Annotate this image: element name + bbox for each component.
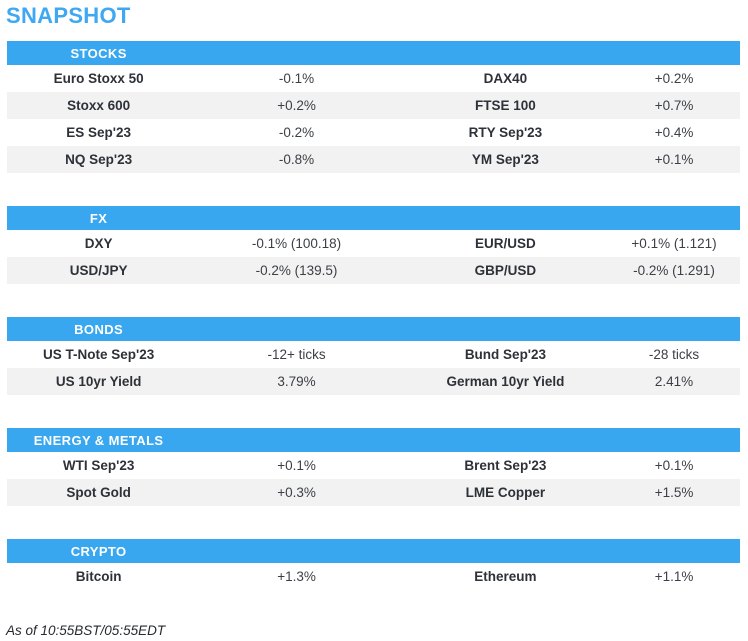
instrument-change: +0.2% [277, 98, 316, 113]
instrument-change: -0.2% (1.291) [633, 263, 715, 278]
section-header-bar: STOCKS [7, 41, 740, 65]
instrument-change: -0.2% [278, 125, 315, 140]
instrument-name: FTSE 100 [475, 98, 536, 113]
page-title: SNAPSHOT [6, 3, 131, 28]
table-row: Euro Stoxx 50 -0.1% DAX40 +0.2% [7, 65, 740, 92]
section-fx: FX DXY -0.1% (100.18) EUR/USD +0.1% (1.1… [7, 206, 740, 284]
instrument-name: RTY Sep'23 [468, 125, 543, 140]
section-bonds: BONDS US T-Note Sep'23 -12+ ticks Bund S… [7, 317, 740, 395]
instrument-name: NQ Sep'23 [65, 152, 133, 167]
section-header-label: ENERGY & METALS [33, 432, 164, 448]
section-crypto: CRYPTO Bitcoin +1.3% Ethereum +1.1% [7, 539, 740, 590]
instrument-name: LME Copper [465, 485, 546, 500]
instrument-change: -0.1% [278, 71, 315, 86]
instrument-change: +0.7% [654, 98, 694, 113]
table-row: Stoxx 600 +0.2% FTSE 100 +0.7% [7, 92, 740, 119]
instrument-change: +0.1% [654, 458, 694, 473]
instrument-name: USD/JPY [69, 263, 128, 278]
section-header-bar: FX [7, 206, 740, 230]
instrument-change: +0.4% [654, 125, 694, 140]
instrument-name: Stoxx 600 [67, 98, 131, 113]
instrument-name: Euro Stoxx 50 [53, 71, 144, 86]
instrument-name: DXY [84, 236, 113, 251]
instrument-name: Bund Sep'23 [464, 347, 547, 362]
instrument-name: US 10yr Yield [55, 374, 142, 389]
instrument-name: Ethereum [474, 569, 537, 584]
table-row: ES Sep'23 -0.2% RTY Sep'23 +0.4% [7, 119, 740, 146]
instrument-name: Brent Sep'23 [464, 458, 547, 473]
section-header-label: FX [89, 210, 108, 226]
instrument-name: EUR/USD [475, 236, 536, 251]
instrument-name: Spot Gold [66, 485, 131, 500]
section-stocks: STOCKS Euro Stoxx 50 -0.1% DAX40 +0.2% S… [7, 41, 740, 173]
instrument-change: 2.41% [654, 374, 694, 389]
section-header-bar: CRYPTO [7, 539, 740, 563]
instrument-name: DAX40 [483, 71, 528, 86]
instrument-change: +0.1% (1.121) [631, 236, 717, 251]
instrument-name: German 10yr Yield [446, 374, 565, 389]
table-row: NQ Sep'23 -0.8% YM Sep'23 +0.1% [7, 146, 740, 173]
table-row: USD/JPY -0.2% (139.5) GBP/USD -0.2% (1.2… [7, 257, 740, 284]
table-row: US 10yr Yield 3.79% German 10yr Yield 2.… [7, 368, 740, 395]
instrument-change: -0.2% (139.5) [255, 263, 338, 278]
section-header-bar: ENERGY & METALS [7, 428, 740, 452]
instrument-change: +0.1% [654, 152, 694, 167]
instrument-change: 3.79% [277, 374, 316, 389]
section-energy-metals: ENERGY & METALS WTI Sep'23 +0.1% Brent S… [7, 428, 740, 506]
instrument-name: ES Sep'23 [66, 125, 131, 140]
instrument-change: -28 ticks [648, 347, 700, 362]
instrument-change: +1.3% [277, 569, 316, 584]
instrument-change: +0.3% [277, 485, 316, 500]
instrument-name: YM Sep'23 [471, 152, 539, 167]
instrument-name: WTI Sep'23 [62, 458, 135, 473]
instrument-change: +1.1% [654, 569, 694, 584]
section-header-label: BONDS [74, 321, 124, 337]
table-row: WTI Sep'23 +0.1% Brent Sep'23 +0.1% [7, 452, 740, 479]
section-header-bar: BONDS [7, 317, 740, 341]
instrument-change: -0.8% [278, 152, 315, 167]
instrument-change: -12+ ticks [267, 347, 326, 362]
table-row: Spot Gold +0.3% LME Copper +1.5% [7, 479, 740, 506]
table-row: US T-Note Sep'23 -12+ ticks Bund Sep'23 … [7, 341, 740, 368]
table-row: Bitcoin +1.3% Ethereum +1.1% [7, 563, 740, 590]
section-header-label: CRYPTO [70, 543, 127, 559]
timestamp-note: As of 10:55BST/05:55EDT [6, 623, 166, 638]
instrument-name: GBP/USD [474, 263, 537, 278]
instrument-name: US T-Note Sep'23 [43, 347, 155, 362]
instrument-change: -0.1% (100.18) [251, 236, 342, 251]
section-header-label: STOCKS [70, 45, 127, 61]
instrument-name: Bitcoin [75, 569, 122, 584]
instrument-change: +0.2% [654, 71, 694, 86]
instrument-change: +0.1% [277, 458, 316, 473]
table-row: DXY -0.1% (100.18) EUR/USD +0.1% (1.121) [7, 230, 740, 257]
instrument-change: +1.5% [654, 485, 694, 500]
